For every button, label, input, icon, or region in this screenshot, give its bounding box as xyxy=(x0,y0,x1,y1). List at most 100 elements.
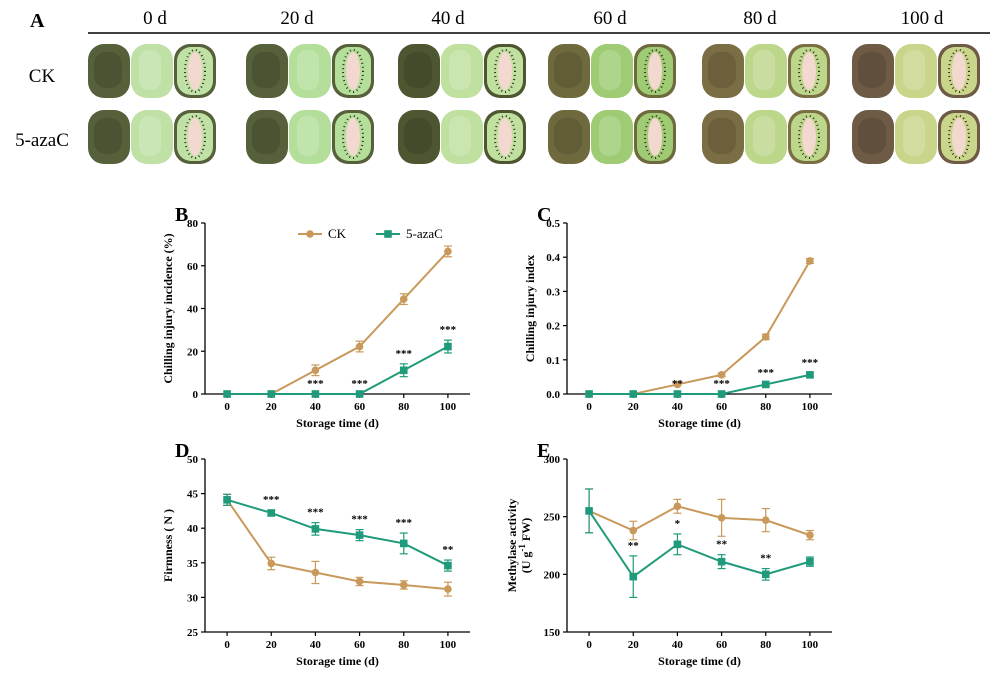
ck-point xyxy=(761,516,770,524)
panel-label: B xyxy=(175,204,188,226)
x-tick-label: 40 xyxy=(672,639,684,651)
row-label: CK xyxy=(29,66,56,87)
azac-point xyxy=(223,496,231,504)
chart-b: B 0 20 40 60 80 0 20 40 60 80 100 Storage time (d) Ch… xyxy=(150,190,490,440)
azac-point xyxy=(673,390,682,398)
day-label: 20 d xyxy=(280,8,314,29)
x-tick-label: 20 xyxy=(266,639,278,651)
x-tick-label: 100 xyxy=(802,639,819,651)
y-tick-label: 300 xyxy=(544,454,561,466)
azac-point xyxy=(399,366,408,375)
x-tick-label: 0 xyxy=(586,401,592,413)
x-tick-label: 100 xyxy=(440,639,457,651)
azac-point xyxy=(311,525,320,533)
series-line xyxy=(227,250,449,395)
x-tick-label: 60 xyxy=(354,639,366,651)
fruit-photo xyxy=(852,44,980,98)
ck-point xyxy=(311,366,320,375)
x-tick-label: 60 xyxy=(716,401,728,413)
x-tick-label: 80 xyxy=(760,639,772,651)
y-tick-label: 50 xyxy=(187,454,199,466)
y-tick-label: 40 xyxy=(187,304,199,316)
significance-label: ** xyxy=(628,540,640,552)
y-tick-label: 0.2 xyxy=(546,321,560,333)
significance-label: *** xyxy=(351,514,368,526)
y-tick-label: 20 xyxy=(187,346,199,358)
ck-point xyxy=(399,295,408,303)
significance-label: *** xyxy=(758,367,775,379)
x-axis-label: Storage time (d) xyxy=(658,654,741,668)
x-tick-label: 40 xyxy=(672,401,684,413)
chart-c: C 0.0 0.1 0.2 0.3 0.4 0.5 0 20 40 60 80 100 Storage t… xyxy=(512,190,852,440)
y-tick-label: 250 xyxy=(544,512,561,524)
ck-point xyxy=(673,380,682,389)
azac-point xyxy=(223,390,231,398)
azac-point xyxy=(311,390,320,398)
x-tick-label: 20 xyxy=(628,401,640,413)
ck-point xyxy=(399,581,408,589)
azac-point xyxy=(761,570,770,579)
azac-point xyxy=(267,390,276,398)
y-tick-label: 35 xyxy=(187,558,199,570)
fruit-photo xyxy=(548,110,676,164)
ck-point xyxy=(444,585,452,593)
azac-point xyxy=(355,390,364,398)
azac-point xyxy=(629,572,638,581)
significance-label: *** xyxy=(396,348,413,360)
significance-label: *** xyxy=(802,357,819,369)
significance-label: *** xyxy=(263,494,280,506)
azac-point xyxy=(717,557,726,566)
ck-point xyxy=(761,333,770,341)
azac-point xyxy=(629,390,638,398)
ck-point xyxy=(444,247,452,256)
y-tick-label: 0.0 xyxy=(546,389,560,401)
azac-point xyxy=(761,380,770,389)
azac-point xyxy=(444,561,452,570)
significance-label: *** xyxy=(351,378,368,390)
y-tick-label: 0.5 xyxy=(546,218,560,230)
y-tick-label: 45 xyxy=(187,489,199,501)
chart-e: E 150 200 250 300 0 20 40 60 80 100 Storage time (d… xyxy=(500,428,852,678)
significance-label: *** xyxy=(307,378,324,390)
y-tick-label: 25 xyxy=(187,627,199,639)
panel-a-label: A xyxy=(30,10,45,32)
x-tick-label: 100 xyxy=(802,401,819,413)
series-line xyxy=(226,499,449,591)
fruit-photo xyxy=(88,44,216,98)
day-label: 40 d xyxy=(431,8,465,29)
significance-label: *** xyxy=(713,378,730,390)
fruit-photo xyxy=(702,110,830,164)
x-tick-label: 20 xyxy=(266,401,278,413)
ck-point xyxy=(355,577,364,586)
day-label: 60 d xyxy=(593,8,627,29)
azac-point xyxy=(585,507,593,515)
azac-point xyxy=(673,540,682,549)
azac-point xyxy=(806,371,814,379)
y-axis-label: Methylase activity xyxy=(505,499,519,593)
fruit-photo xyxy=(702,44,830,98)
y-tick-label: 0.3 xyxy=(546,286,560,298)
chart-d: D 25 30 35 40 45 50 0 20 40 60 80 100 Storage time (d… xyxy=(150,428,490,678)
series-line xyxy=(226,498,449,567)
y-tick-label: 30 xyxy=(187,592,199,604)
x-tick-label: 80 xyxy=(398,401,410,413)
significance-label: ** xyxy=(760,553,772,565)
azac-point xyxy=(444,342,452,351)
x-tick-label: 80 xyxy=(760,401,772,413)
day-label: 0 d xyxy=(143,8,167,29)
x-tick-label: 0 xyxy=(224,401,230,413)
series-line xyxy=(227,345,449,395)
x-axis-label: Storage time (d) xyxy=(658,416,741,430)
significance-label: ** xyxy=(716,539,728,551)
panel-label: E xyxy=(537,440,550,462)
fruit-photo xyxy=(246,44,374,98)
x-tick-label: 60 xyxy=(354,401,366,413)
ck-point xyxy=(806,531,814,539)
series-line xyxy=(589,260,811,395)
x-tick-label: 20 xyxy=(628,639,640,651)
azac-point xyxy=(585,390,593,398)
x-tick-label: 40 xyxy=(310,401,322,413)
y-tick-label: 200 xyxy=(544,569,561,581)
azac-point xyxy=(355,531,364,539)
x-axis-label: Storage time (d) xyxy=(296,654,379,668)
